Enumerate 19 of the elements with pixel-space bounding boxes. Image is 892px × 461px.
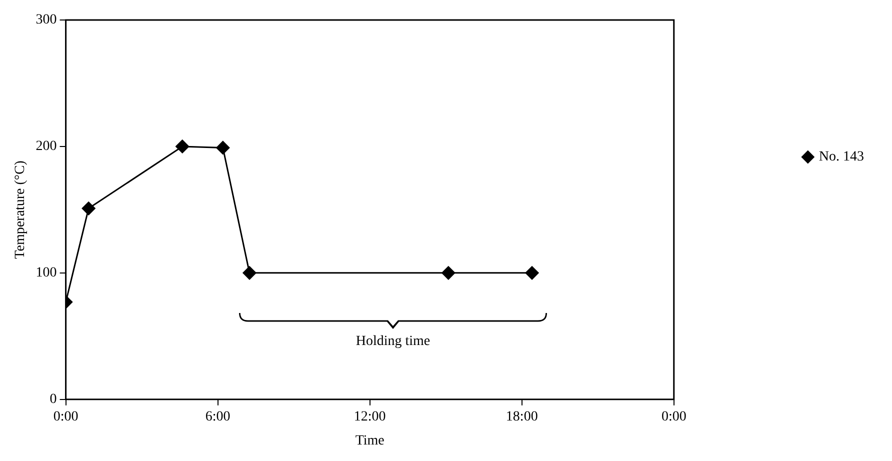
y-axis-title: Temperature (°C) <box>13 160 28 259</box>
x-tick-label: 12:00 <box>354 409 386 424</box>
point <box>442 266 456 280</box>
y-tick-label: 300 <box>36 12 57 28</box>
x-tick-label: 0:00 <box>53 409 78 424</box>
annotation: Holding time <box>354 334 432 350</box>
y-tick-label: 100 <box>36 266 57 281</box>
legend-label: No. 143 <box>818 150 864 165</box>
x-tick-label: 18:00 <box>506 409 538 424</box>
point <box>176 140 190 154</box>
point <box>525 266 539 280</box>
x-tick-label: 6:00 <box>205 409 230 424</box>
point <box>82 202 96 216</box>
point <box>242 266 256 280</box>
point <box>216 140 230 154</box>
x-tick-label: 0:00 <box>661 409 686 424</box>
x-axis-title: Time <box>355 433 384 448</box>
y-tick-label: 0 <box>50 392 57 408</box>
y-tick-label: 200 <box>36 139 57 154</box>
